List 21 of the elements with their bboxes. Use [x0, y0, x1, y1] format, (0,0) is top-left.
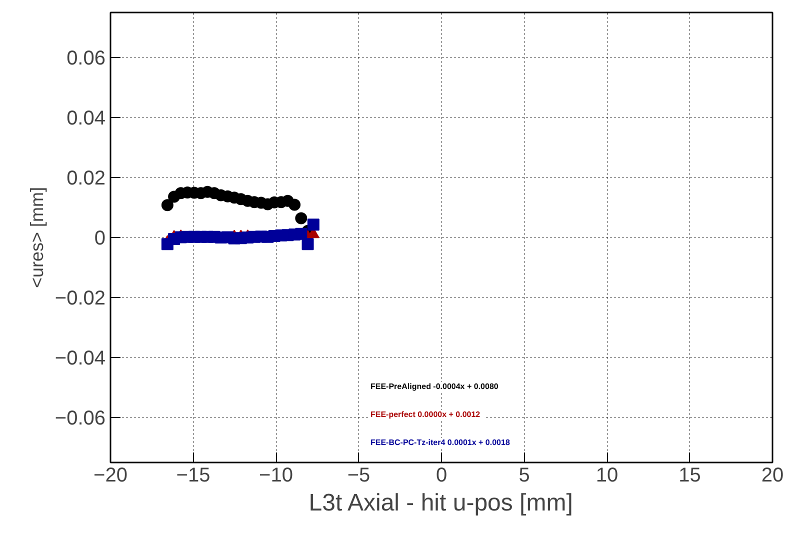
x-tick-label: −20 [94, 464, 128, 486]
y-tick-label: −0.04 [54, 348, 106, 370]
y-tick-label: 0.04 [66, 108, 106, 130]
x-tick-label: −5 [347, 464, 370, 486]
text: FEE-PreAligned -0.0004x + 0.0080 [370, 382, 499, 391]
x-tick-label: 10 [596, 464, 618, 486]
x-tick-label: −10 [259, 464, 293, 486]
x-tick-label: 15 [678, 464, 701, 486]
y-tick-label: 0.02 [66, 168, 106, 190]
x-tick-label: 20 [761, 464, 784, 486]
y-tick-label: 0.06 [66, 48, 106, 70]
x-axis-title: L3t Axial - hit u-pos [mm] [308, 490, 573, 516]
y-tick-label: −0.06 [54, 408, 106, 430]
x-tick-label: 5 [518, 464, 530, 486]
x-tick-label: −15 [176, 464, 210, 486]
text: FEE-perfect 0.0000x + 0.0012 [370, 410, 481, 419]
x-tick-label: 0 [436, 464, 448, 486]
y-tick-label: −0.02 [54, 288, 106, 310]
y-axis-title: <ures> [mm] [26, 186, 47, 288]
text: FEE-BC-PC-Tz-iter4 0.0001x + 0.0018 [370, 438, 510, 447]
y-tick-label: 0 [94, 228, 106, 250]
